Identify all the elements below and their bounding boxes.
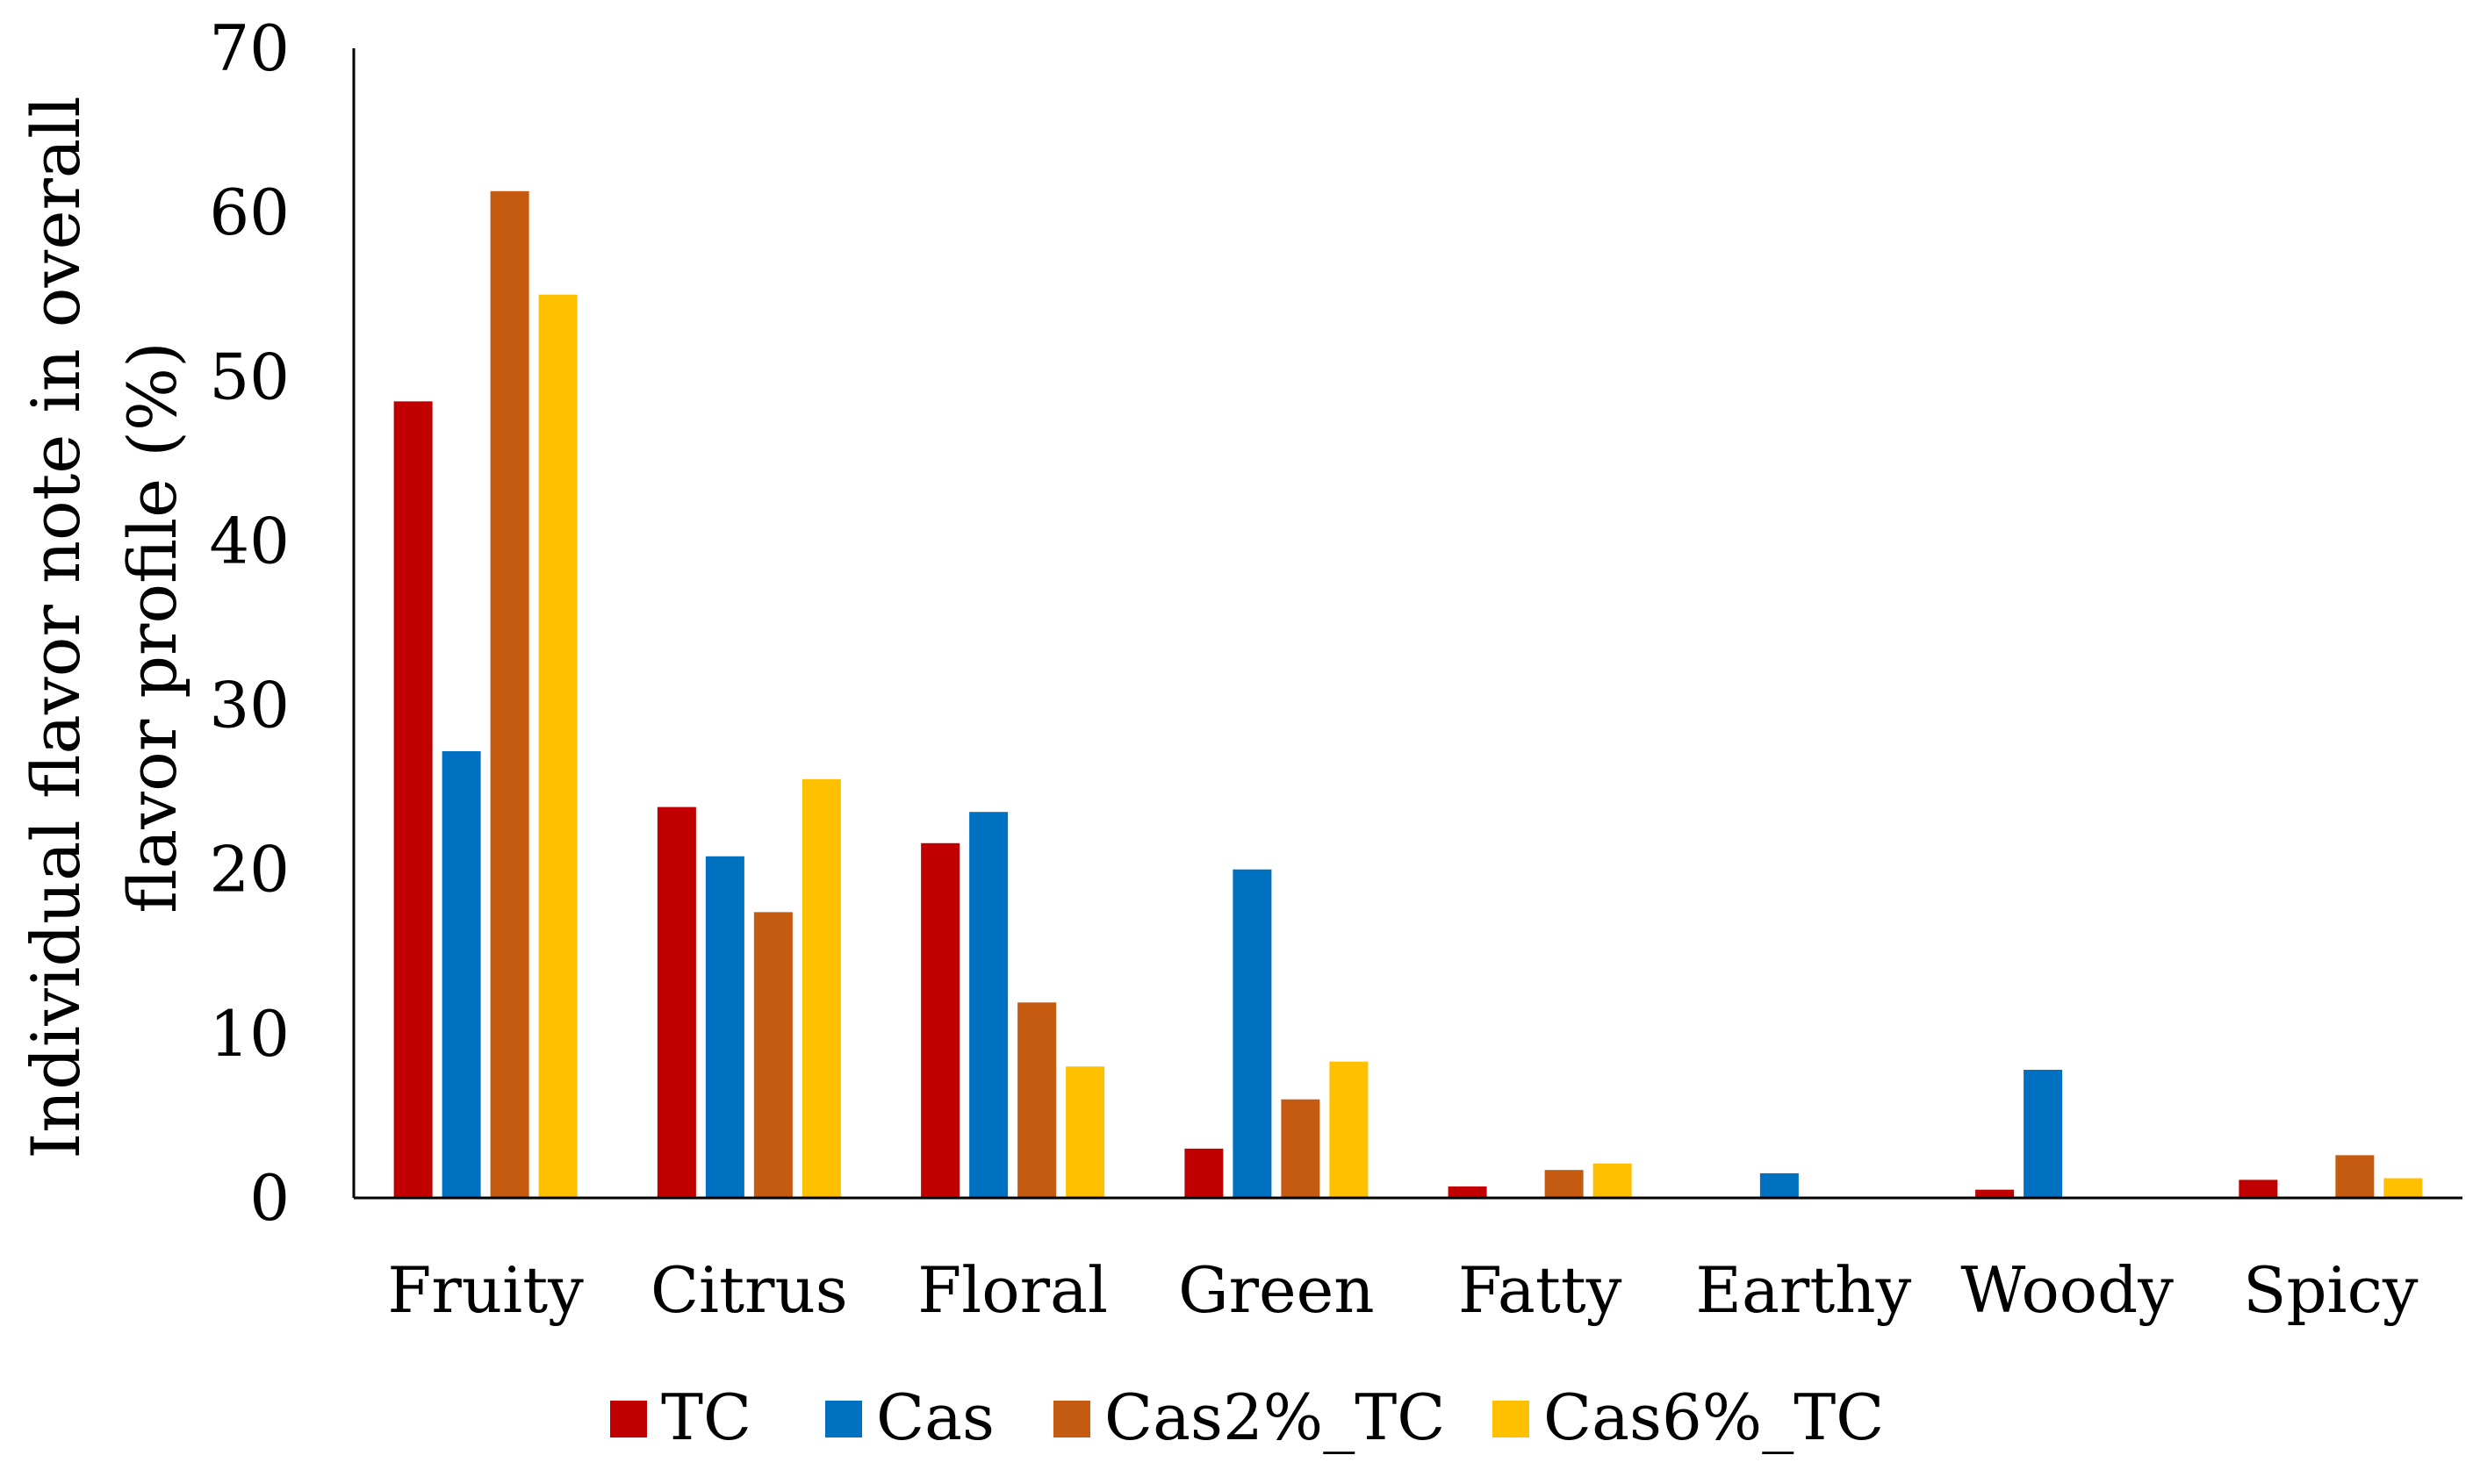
- legend-label: Cas6%_TC: [1543, 1380, 1884, 1454]
- bar-cas-citrus: [705, 856, 744, 1198]
- category-label: Citrus: [651, 1253, 848, 1327]
- legend-swatch: [1492, 1401, 1529, 1437]
- legend-swatch: [825, 1401, 862, 1437]
- category-label: Spicy: [2243, 1253, 2419, 1327]
- bar-cas6-tc-fruity: [538, 294, 578, 1198]
- bar-cas2-tc-floral: [1017, 1002, 1057, 1198]
- bar-cas6-tc-citrus: [802, 778, 841, 1198]
- legend-label: Cas2%_TC: [1104, 1380, 1445, 1454]
- bar-tc-spicy: [2239, 1179, 2278, 1198]
- y-axis-title: Individual flavor note in overall flavor…: [17, 96, 191, 1158]
- y-tick-label: 40: [209, 504, 290, 577]
- bar-cas6-tc-green: [1329, 1061, 1369, 1198]
- bar-tc-citrus: [657, 807, 696, 1198]
- y-tick-label: 70: [209, 11, 290, 85]
- bar-cas-earthy: [1759, 1172, 1799, 1198]
- bar-tc-fatty: [1448, 1186, 1487, 1198]
- y-axis-ticks: 0 10 20 30 40 50 60 70: [209, 11, 290, 1235]
- y-axis-title-line1: Individual flavor note in overall: [17, 96, 95, 1158]
- legend-swatch: [610, 1401, 647, 1437]
- bar-tc-floral: [921, 842, 960, 1198]
- bar-cas-fruity: [442, 750, 481, 1198]
- category-label: Earthy: [1695, 1253, 1911, 1327]
- bar-cas-floral: [969, 812, 1009, 1198]
- bar-cas2-tc-spicy: [2335, 1155, 2375, 1198]
- legend-label: TC: [661, 1380, 751, 1454]
- y-axis-title-line2: flavor profile (%): [113, 341, 191, 914]
- bar-cas2-tc-green: [1281, 1099, 1320, 1198]
- bar-cas2-tc-fatty: [1544, 1170, 1584, 1198]
- legend-swatch: [1053, 1401, 1090, 1437]
- y-tick-label: 20: [209, 833, 290, 907]
- legend-label: Cas: [876, 1380, 995, 1454]
- category-label: Fruity: [387, 1253, 584, 1327]
- y-tick-label: 60: [209, 176, 290, 249]
- bar-cas6-tc-spicy: [2383, 1178, 2423, 1198]
- legend: TC Cas Cas2%_TC Cas6%_TC: [610, 1380, 1884, 1454]
- category-label: Floral: [917, 1253, 1108, 1327]
- category-label: Woody: [1960, 1253, 2174, 1327]
- y-tick-label: 0: [249, 1161, 290, 1235]
- bar-cas2-tc-citrus: [753, 912, 793, 1198]
- category-label: Fatty: [1458, 1253, 1622, 1327]
- axes: [352, 48, 2462, 1200]
- bar-tc-woody: [1975, 1189, 2015, 1198]
- bar-tc-green: [1184, 1148, 1224, 1198]
- y-tick-label: 50: [209, 340, 290, 413]
- bar-cas-woody: [2024, 1070, 2063, 1198]
- bar-cas6-tc-fatty: [1592, 1163, 1632, 1198]
- category-labels: Fruity Citrus Floral Green Fatty Earthy Woody S…: [387, 1253, 2418, 1327]
- bars: [393, 190, 2423, 1198]
- bar-cas6-tc-floral: [1066, 1066, 1105, 1198]
- y-tick-label: 10: [209, 997, 290, 1071]
- y-tick-label: 30: [209, 669, 290, 742]
- bar-cas2-tc-fruity: [490, 190, 529, 1198]
- category-label: Green: [1178, 1253, 1375, 1327]
- bar-cas-green: [1233, 869, 1272, 1198]
- bar-tc-fruity: [393, 401, 433, 1198]
